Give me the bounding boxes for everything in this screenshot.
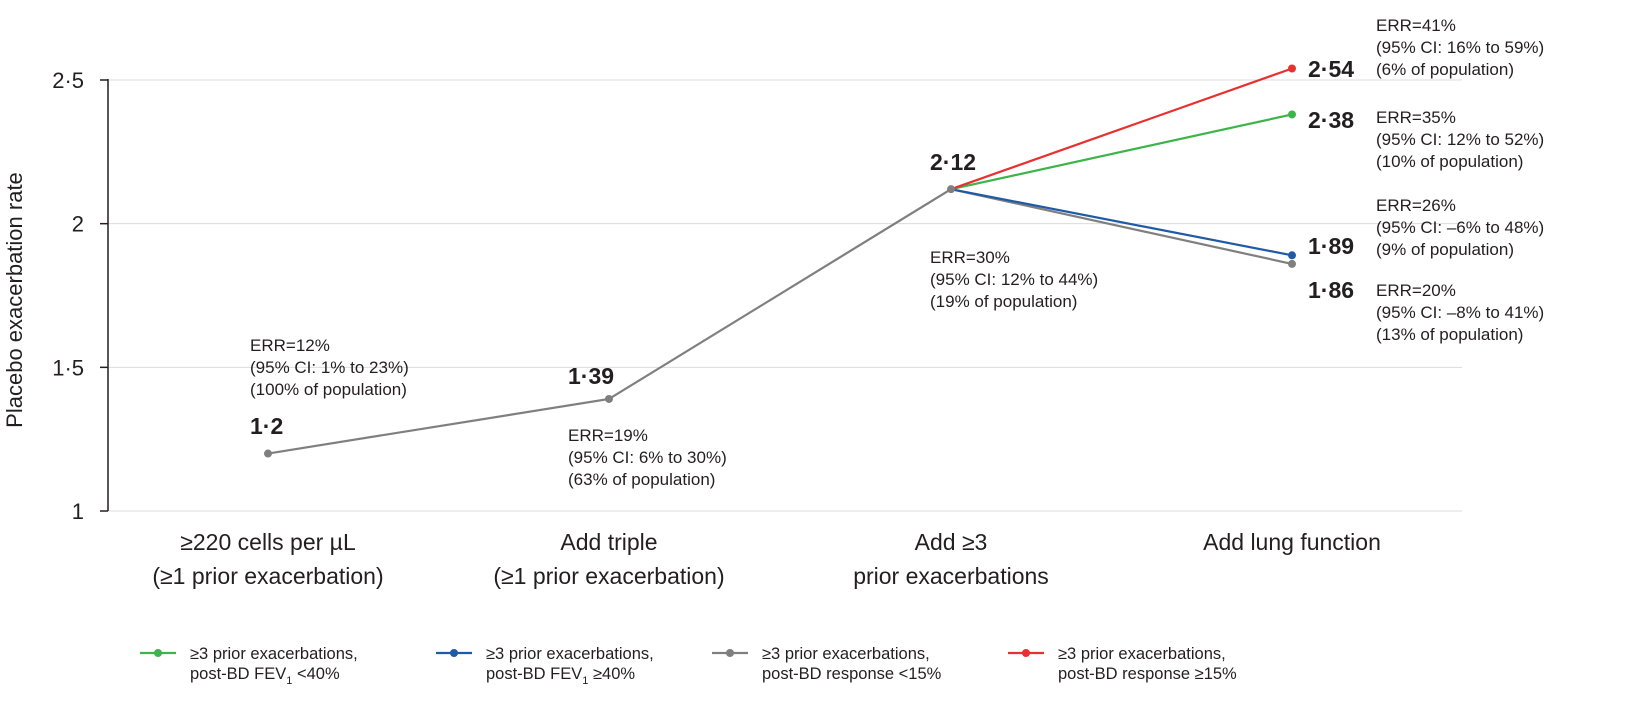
annotation-population: (19% of population)	[930, 292, 1077, 311]
err-annotations: ERR=12% (95% CI: 1% to 23%) (100% of popul…	[250, 16, 1544, 489]
series-line-3	[950, 67, 1293, 191]
annotation-err: ERR=41%	[1376, 16, 1456, 35]
value-label-end: 1·86	[1308, 277, 1354, 303]
legend-label: ≥3 prior exacerbations,	[190, 645, 358, 663]
x-category-label-line2: (≥1 prior exacerbation)	[493, 563, 724, 589]
legend-label-subscript: 1	[286, 675, 292, 687]
y-axis-title: Placebo exacerbation rate	[2, 172, 27, 428]
annotation-ci: (95% CI: 1% to 23%)	[250, 358, 409, 377]
legend-label-subscript: 1	[582, 675, 588, 687]
legend-swatch-marker	[1022, 649, 1030, 657]
y-tick-labels: 1 1·5 2 2·5	[52, 68, 84, 524]
series-line-2	[950, 188, 1293, 265]
legend-swatch-marker	[450, 649, 458, 657]
annotation-err: ERR=20%	[1376, 281, 1456, 300]
annotation-population: (10% of population)	[1376, 152, 1523, 171]
data-point-end-0	[1288, 110, 1296, 119]
y-tick-label: 2	[72, 212, 84, 237]
annotation-err: ERR=26%	[1376, 196, 1456, 215]
common-path-line	[267, 188, 952, 455]
annotation-err: ERR=35%	[1376, 108, 1456, 127]
legend-swatch-marker	[726, 649, 734, 657]
legend: ≥3 prior exacerbations,post-BD FEV1 <40%…	[140, 645, 1237, 687]
annotation-err: ERR=30%	[930, 248, 1010, 267]
x-category-label-line2: (≥1 prior exacerbation)	[152, 563, 383, 589]
y-tick-label: 2·5	[52, 68, 84, 93]
legend-label-line2: post-BD response <15%	[762, 665, 942, 683]
annotation-err: ERR=19%	[568, 426, 648, 445]
series-line-0	[950, 113, 1293, 191]
annotation-ci: (95% CI: 6% to 30%)	[568, 448, 727, 467]
annotation-ci: (95% CI: 12% to 52%)	[1376, 130, 1544, 149]
x-category-label-line2: prior exacerbations	[853, 563, 1049, 589]
annotation-population: (6% of population)	[1376, 60, 1514, 79]
annotation-ci: (95% CI: –8% to 41%)	[1376, 303, 1544, 322]
x-category-label: ≥220 cells per µL	[180, 529, 356, 555]
annotation-ci: (95% CI: –6% to 48%)	[1376, 218, 1544, 237]
legend-label: ≥3 prior exacerbations,	[486, 645, 654, 663]
annotation-ci: (95% CI: 12% to 44%)	[930, 270, 1098, 289]
series-lines	[267, 67, 1293, 455]
legend-swatch-marker	[154, 649, 162, 657]
y-tick-label: 1	[72, 499, 84, 524]
legend-label-part: <40%	[292, 665, 340, 683]
value-label-end: 2·38	[1308, 107, 1354, 133]
value-label: 1·2	[250, 413, 283, 439]
legend-label-part: post-BD response ≥15%	[1058, 665, 1237, 683]
x-category-label: Add ≥3	[915, 529, 988, 555]
value-label: 1·39	[568, 363, 614, 389]
value-label-end: 1·89	[1308, 233, 1354, 259]
value-label-end: 2·54	[1308, 56, 1354, 82]
x-category-label: Add lung function	[1203, 529, 1381, 555]
value-label: 2·12	[930, 149, 976, 175]
annotation-population: (100% of population)	[250, 380, 407, 399]
legend-label: ≥3 prior exacerbations,	[762, 645, 930, 663]
data-point	[947, 185, 955, 194]
value-labels: 1·2 1·39 2·12 2·38 1·89 1·86 2·54	[250, 56, 1354, 439]
y-tick-label: 1·5	[52, 355, 84, 380]
gridlines	[108, 79, 1462, 512]
data-point-end-3	[1288, 64, 1296, 73]
legend-label-line2: post-BD response ≥15%	[1058, 665, 1237, 683]
legend-label-part: post-BD FEV	[190, 665, 286, 683]
series-line-1	[950, 188, 1293, 257]
x-category-labels: ≥220 cells per µL (≥1 prior exacerbation)…	[152, 529, 1380, 589]
legend-label-part: post-BD response <15%	[762, 665, 942, 683]
legend-label-line2: post-BD FEV1 <40%	[190, 665, 340, 687]
x-category-label: Add triple	[560, 529, 657, 555]
annotation-ci: (95% CI: 16% to 59%)	[1376, 38, 1544, 57]
legend-label-part: post-BD FEV	[486, 665, 582, 683]
data-point-end-1	[1288, 251, 1296, 260]
annotation-population: (13% of population)	[1376, 325, 1523, 344]
data-point-end-2	[1288, 259, 1296, 268]
annotation-population: (63% of population)	[568, 470, 715, 489]
data-points	[264, 64, 1296, 458]
axes	[100, 79, 109, 512]
data-point	[264, 449, 272, 458]
legend-label: ≥3 prior exacerbations,	[1058, 645, 1226, 663]
annotation-population: (9% of population)	[1376, 240, 1514, 259]
legend-label-line2: post-BD FEV1 ≥40%	[486, 665, 635, 687]
data-point	[605, 394, 613, 403]
legend-label-part: ≥40%	[588, 665, 635, 683]
annotation-err: ERR=12%	[250, 336, 330, 355]
